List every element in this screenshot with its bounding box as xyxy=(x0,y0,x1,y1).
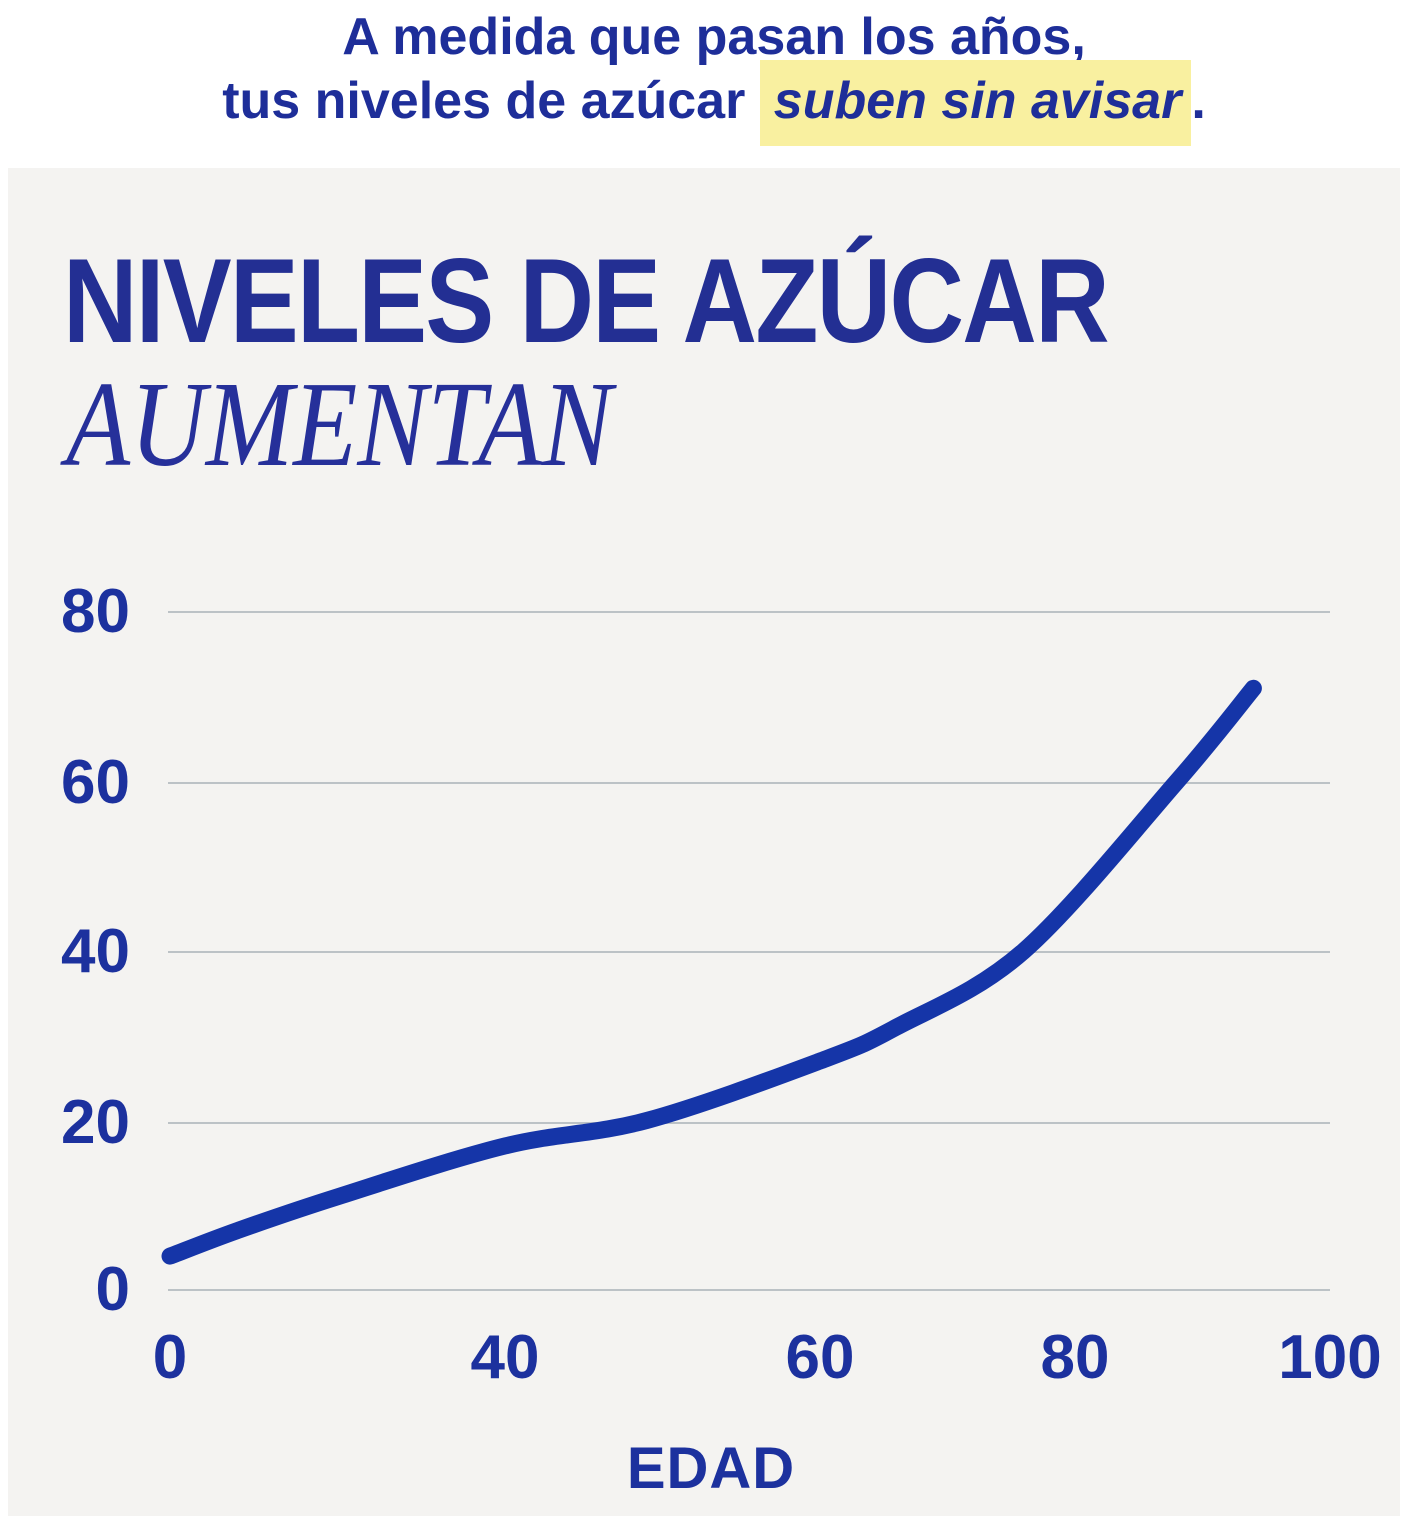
gridline-20 xyxy=(168,1122,1330,1124)
gridline-60 xyxy=(168,782,1330,784)
y-tick-40: 40 xyxy=(61,917,130,986)
header: A medida que pasan los años, tus niveles… xyxy=(0,0,1428,168)
sugar-level-curve xyxy=(161,679,1262,1265)
headline-highlight: suben sin avisar xyxy=(759,60,1192,146)
gridline-40 xyxy=(168,951,1330,953)
x-tick-0: 0 xyxy=(152,1323,188,1392)
x-tick-40: 40 xyxy=(470,1323,540,1392)
headline-line-2: tus niveles de azúcar suben sin avisar. xyxy=(0,60,1428,146)
gridline-80 xyxy=(168,611,1330,613)
x-axis-title: EDAD xyxy=(626,1436,796,1501)
gridline-0 xyxy=(168,1289,1330,1291)
x-tick-80: 80 xyxy=(1040,1323,1110,1392)
y-tick-60: 60 xyxy=(61,748,130,817)
chart-subtitle: AUMENTAN xyxy=(66,357,612,492)
y-tick-20: 20 xyxy=(61,1088,130,1157)
headline-line-1: A medida que pasan los años, xyxy=(342,8,1086,66)
chart-panel xyxy=(8,168,1400,1516)
y-tick-0: 0 xyxy=(95,1255,130,1324)
y-tick-80: 80 xyxy=(61,577,130,646)
headline-line-2-prefix: tus niveles de azúcar xyxy=(222,72,760,130)
chart-title: NIVELES DE AZÚCAR xyxy=(63,234,1110,368)
x-tick-100: 100 xyxy=(1278,1323,1382,1392)
x-tick-60: 60 xyxy=(785,1323,855,1392)
headline-line-2-suffix: . xyxy=(1191,72,1206,130)
sugar-level-curve-path xyxy=(161,679,1262,1265)
